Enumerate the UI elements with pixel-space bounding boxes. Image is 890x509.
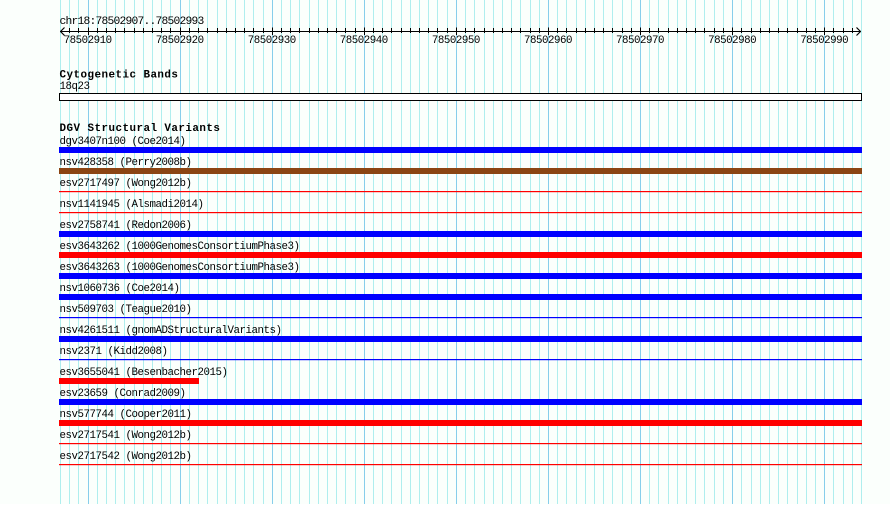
svg-text:78502930: 78502930 xyxy=(248,35,296,47)
svg-text:78502950: 78502950 xyxy=(432,35,480,47)
svg-text:78502980: 78502980 xyxy=(708,35,756,47)
svg-text:78502990: 78502990 xyxy=(800,35,848,47)
svg-text:esv3643262 (1000GenomesConsort: esv3643262 (1000GenomesConsortiumPhase3) xyxy=(60,241,300,253)
svg-text:esv2758741 (Redon2006): esv2758741 (Redon2006) xyxy=(60,220,192,232)
svg-text:78502960: 78502960 xyxy=(524,35,572,47)
svg-text:nsv509703 (Teague2010): nsv509703 (Teague2010) xyxy=(60,304,192,316)
svg-text:chr18:78502907..78502993: chr18:78502907..78502993 xyxy=(60,16,205,28)
svg-text:dgv3407n100 (Coe2014): dgv3407n100 (Coe2014) xyxy=(60,136,186,148)
svg-text:78502910: 78502910 xyxy=(64,35,112,47)
svg-text:78502970: 78502970 xyxy=(616,35,664,47)
svg-text:nsv428358 (Perry2008b): nsv428358 (Perry2008b) xyxy=(60,157,192,169)
svg-text:78502920: 78502920 xyxy=(156,35,204,47)
svg-text:esv2717497 (Wong2012b): esv2717497 (Wong2012b) xyxy=(60,178,192,190)
svg-text:nsv1141945 (Alsmadi2014): nsv1141945 (Alsmadi2014) xyxy=(60,199,204,211)
svg-text:nsv4261511 (gnomADStructuralVa: nsv4261511 (gnomADStructuralVariants) xyxy=(60,325,282,337)
svg-text:nsv2371 (Kidd2008): nsv2371 (Kidd2008) xyxy=(60,346,168,358)
svg-text:Cytogenetic Bands: Cytogenetic Bands xyxy=(60,70,179,82)
svg-text:esv23659 (Conrad2009): esv23659 (Conrad2009) xyxy=(60,388,186,400)
svg-text:esv2717542 (Wong2012b): esv2717542 (Wong2012b) xyxy=(60,451,192,463)
svg-text:78502940: 78502940 xyxy=(340,35,388,47)
svg-text:nsv1060736 (Coe2014): nsv1060736 (Coe2014) xyxy=(60,283,180,295)
svg-text:nsv577744 (Cooper2011): nsv577744 (Cooper2011) xyxy=(60,409,192,421)
svg-text:18q23: 18q23 xyxy=(60,81,90,93)
svg-text:esv3643263 (1000GenomesConsort: esv3643263 (1000GenomesConsortiumPhase3) xyxy=(60,262,300,274)
svg-text:esv3655041 (Besenbacher2015): esv3655041 (Besenbacher2015) xyxy=(60,367,228,379)
svg-text:esv2717541 (Wong2012b): esv2717541 (Wong2012b) xyxy=(60,430,192,442)
svg-text:DGV Structural Variants: DGV Structural Variants xyxy=(60,123,221,135)
